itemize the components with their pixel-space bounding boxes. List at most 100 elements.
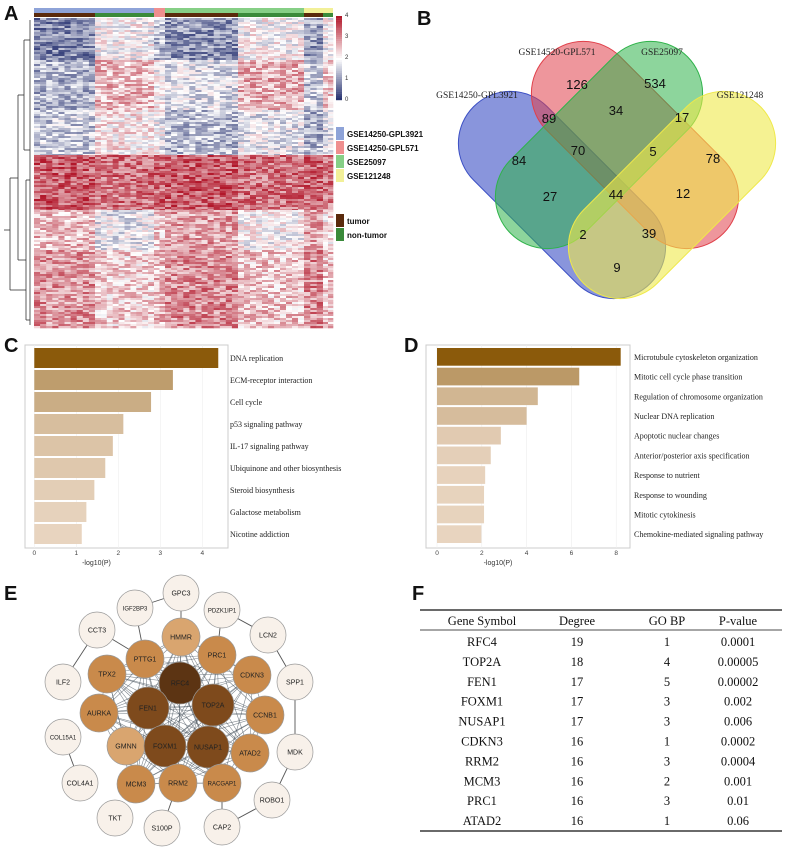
heatmap-cell (82, 34, 90, 37)
heatmap-cell (286, 96, 293, 99)
heatmap-cell (250, 104, 257, 107)
heatmap-cell (183, 94, 190, 97)
heatmap-cell (201, 165, 208, 168)
heatmap-cell (82, 142, 90, 145)
heatmap-cell (292, 177, 299, 180)
heatmap-cell (286, 181, 293, 184)
heatmap-cell (64, 86, 71, 89)
heatmap-cell (183, 90, 190, 93)
heatmap-cell (213, 114, 221, 117)
heatmap-cell (219, 134, 227, 137)
heatmap-cell (298, 82, 305, 85)
heatmap-cell (34, 114, 41, 117)
heatmap-cell (136, 199, 143, 202)
heatmap-cell (154, 48, 160, 51)
heatmap-cell (82, 32, 90, 35)
heatmap-cell (165, 104, 172, 107)
heatmap-cell (124, 189, 131, 192)
heatmap-cell (231, 116, 239, 119)
heatmap-cell (76, 179, 84, 182)
heatmap-cell (88, 72, 96, 75)
heatmap-cell (154, 26, 160, 29)
heatmap-cell (280, 84, 287, 87)
heatmap-cell (165, 66, 172, 69)
heatmap-cell (213, 86, 221, 89)
heatmap-cell (130, 118, 137, 121)
heatmap-cell (159, 92, 166, 95)
heatmap-cell (70, 193, 77, 196)
heatmap-cell (256, 165, 263, 168)
heatmap-cell (100, 32, 108, 35)
heatmap-cell (262, 138, 269, 141)
heatmap-cell (256, 212, 263, 215)
heatmap-cell (154, 30, 160, 33)
heatmap-cell (112, 34, 119, 37)
heatmap-cell (262, 40, 269, 43)
heatmap-cell (195, 52, 202, 55)
heatmap-cell (124, 74, 131, 77)
heatmap-cell (88, 169, 96, 172)
heatmap-cell (46, 120, 53, 123)
heatmap-cell (88, 195, 96, 198)
heatmap-cell (88, 52, 96, 55)
heatmap-cell (183, 173, 190, 176)
heatmap-cell (256, 88, 263, 91)
heatmap-cell (100, 98, 108, 101)
heatmap-cell (40, 86, 47, 89)
heatmap-cell (82, 212, 90, 215)
heatmap-cell (268, 78, 275, 81)
heatmap-cell (118, 70, 125, 73)
heatmap-cell (142, 165, 149, 168)
heatmap-cell (142, 144, 149, 147)
heatmap-cell (292, 94, 299, 97)
heatmap-cell (112, 36, 119, 39)
heatmap-cell (95, 187, 102, 190)
heatmap-cell (136, 50, 143, 53)
heatmap-cell (124, 124, 131, 127)
heatmap-cell (106, 175, 113, 178)
heatmap-cell (292, 207, 299, 210)
heatmap-cell (225, 116, 233, 119)
heatmap-cell (136, 104, 143, 107)
heatmap-cell (328, 148, 334, 151)
heatmap-cell (244, 146, 251, 149)
heatmap-cell (76, 24, 84, 27)
heatmap-cell (238, 161, 245, 164)
heatmap-cell (316, 34, 324, 37)
heatmap-cell (112, 80, 119, 83)
heatmap-cell (106, 146, 113, 149)
heatmap-cell (58, 86, 65, 89)
heatmap-cell (213, 203, 221, 206)
heatmap-cell (177, 136, 184, 139)
heatmap-cell (148, 146, 155, 149)
heatmap-cell (201, 92, 208, 95)
heatmap-cell (159, 122, 166, 125)
heatmap-cell (46, 110, 53, 113)
heatmap-cell (292, 124, 299, 127)
heatmap-cell (34, 66, 41, 69)
heatmap-cell (100, 44, 108, 47)
heatmap-cell (100, 142, 108, 145)
heatmap-cell (238, 92, 245, 95)
heatmap-cell (159, 66, 166, 69)
heatmap-cell (225, 96, 233, 99)
heatmap-cell (231, 118, 239, 121)
heatmap-cell (268, 96, 275, 99)
heatmap-cell (52, 84, 59, 87)
heatmap-cell (256, 18, 263, 21)
heatmap-cell (323, 74, 329, 77)
heatmap-cell (225, 64, 233, 67)
heatmap-cell (310, 148, 317, 151)
heatmap-cell (298, 120, 305, 123)
heatmap-cell (177, 24, 184, 27)
heatmap-cell (70, 48, 77, 51)
heatmap-cell (88, 163, 96, 166)
heatmap-cell (268, 30, 275, 33)
heatmap-cell (171, 134, 178, 137)
heatmap-cell (64, 26, 71, 29)
heatmap-cell (95, 132, 102, 135)
heatmap-cell (112, 146, 119, 149)
heatmap-cell (286, 118, 293, 121)
heatmap-cell (64, 148, 71, 151)
heatmap-cell (171, 76, 178, 79)
